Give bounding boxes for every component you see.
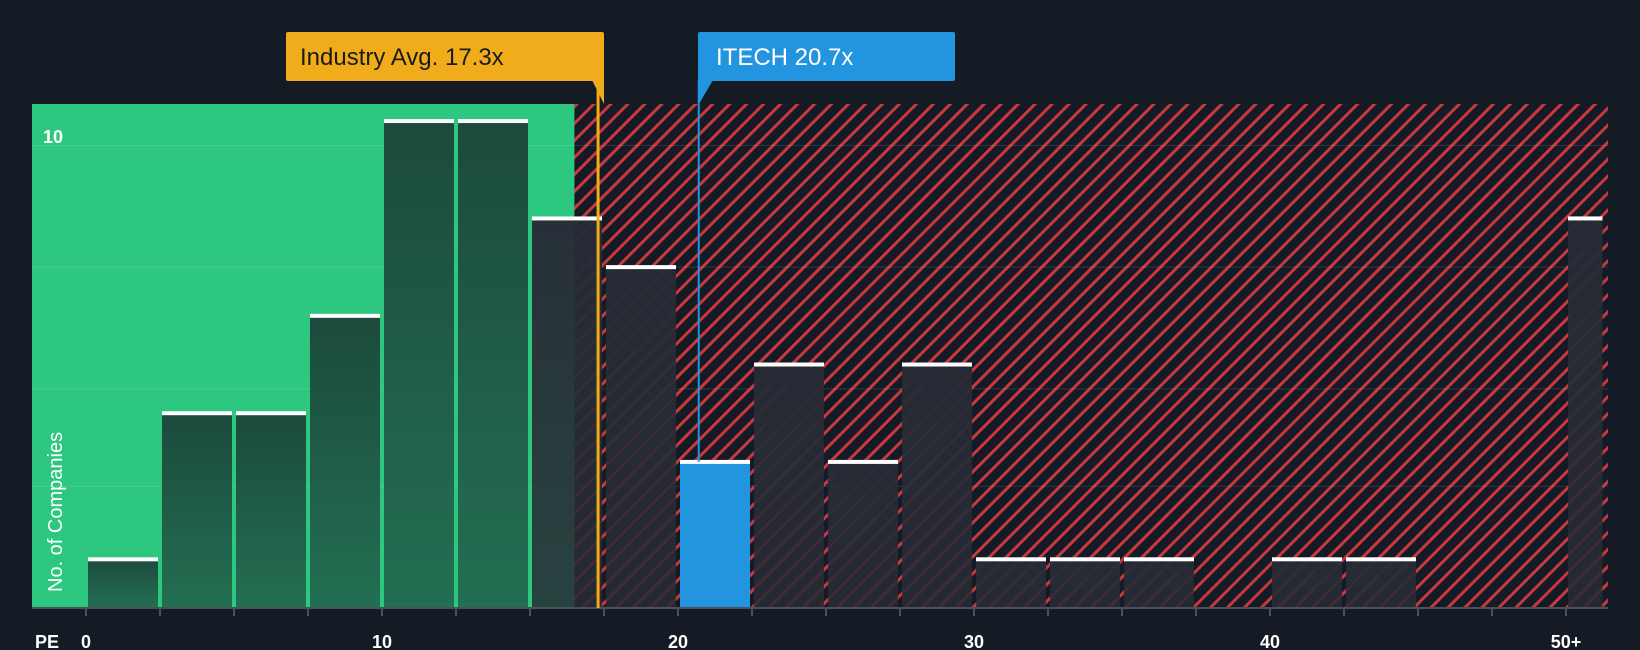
y-axis: 10 No. of Companies: [43, 127, 67, 592]
bar-cap: [532, 216, 602, 221]
bar-cap: [976, 557, 1046, 562]
histogram-bar: [902, 364, 972, 608]
bar-cap: [902, 362, 972, 367]
histogram-bar: [1124, 559, 1194, 608]
bar-cap: [828, 459, 898, 464]
company-marker: ITECH 20.7x: [697, 32, 955, 462]
industry-average-callout: [286, 32, 604, 81]
industry-average-pointer: [592, 80, 604, 104]
company-pointer: [699, 80, 713, 104]
histogram-bar: [310, 315, 380, 608]
company-callout: [698, 32, 955, 81]
histogram-bar: [680, 461, 750, 608]
x-tick-label: 0: [81, 632, 91, 650]
x-axis: PE 0 10 20 30 40 50+: [35, 608, 1581, 650]
bar-cap: [162, 411, 232, 416]
y-tick-label: 10: [43, 127, 63, 147]
bar-cap: [384, 119, 454, 124]
bar-cap: [88, 557, 158, 562]
bar-cap: [754, 362, 824, 367]
histogram-bar: [162, 413, 232, 608]
bar-cap: [458, 119, 528, 124]
x-tick-label: 20: [668, 632, 688, 650]
histogram-bar: [236, 413, 306, 608]
histogram-bar: [1346, 559, 1416, 608]
bar-cap: [1272, 557, 1342, 562]
bar-cap: [1124, 557, 1194, 562]
bar-cap: [1050, 557, 1120, 562]
bar-cap: [1568, 216, 1603, 221]
industry-average-label: Industry Avg. 17.3x: [300, 44, 504, 71]
x-axis-label: PE: [35, 632, 59, 650]
histogram-bar: [1272, 559, 1342, 608]
bars: [88, 119, 1603, 608]
bar-cap: [1346, 557, 1416, 562]
x-tick-label: 10: [372, 632, 392, 650]
industry-average-marker: Industry Avg. 17.3x: [286, 32, 604, 608]
histogram-bar: [1050, 559, 1120, 608]
bar-cap: [236, 411, 306, 416]
company-label: ITECH 20.7x: [716, 44, 853, 71]
histogram-bar: [384, 121, 454, 608]
x-tick-label: 30: [964, 632, 984, 650]
histogram-bar: [458, 121, 528, 608]
histogram-bar: [88, 559, 158, 608]
histogram-bar: [1568, 218, 1603, 608]
histogram-bar: [754, 364, 824, 608]
histogram-bar: [532, 218, 602, 608]
y-axis-label: No. of Companies: [45, 432, 67, 592]
bar-cap: [310, 313, 380, 318]
x-tick-label: 50+: [1551, 632, 1582, 650]
bar-cap: [680, 459, 750, 464]
histogram-bar: [606, 267, 676, 608]
histogram-bar: [828, 461, 898, 608]
bar-cap: [606, 265, 676, 270]
histogram-bar: [976, 559, 1046, 608]
x-tick-label: 40: [1260, 632, 1280, 650]
